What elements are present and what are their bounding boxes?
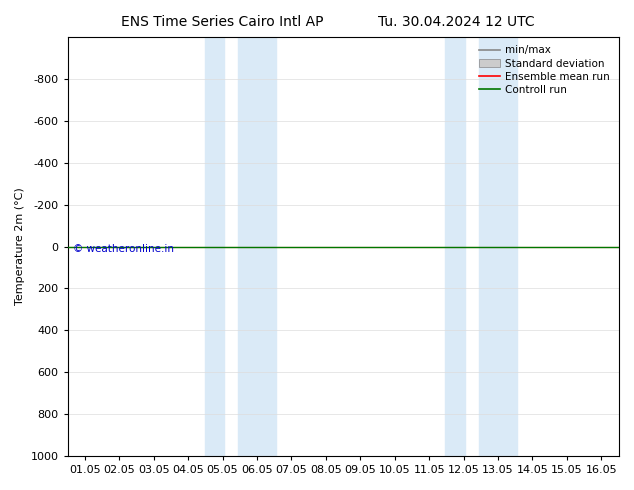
Text: Tu. 30.04.2024 12 UTC: Tu. 30.04.2024 12 UTC (378, 15, 535, 29)
Text: ENS Time Series Cairo Intl AP: ENS Time Series Cairo Intl AP (120, 15, 323, 29)
Y-axis label: Temperature 2m (°C): Temperature 2m (°C) (15, 188, 25, 305)
Text: © weatheronline.in: © weatheronline.in (73, 245, 174, 254)
Legend: min/max, Standard deviation, Ensemble mean run, Controll run: min/max, Standard deviation, Ensemble me… (476, 42, 613, 98)
Bar (479, 37, 517, 456)
Bar (444, 37, 465, 456)
Bar (205, 37, 224, 456)
Bar (238, 37, 276, 456)
